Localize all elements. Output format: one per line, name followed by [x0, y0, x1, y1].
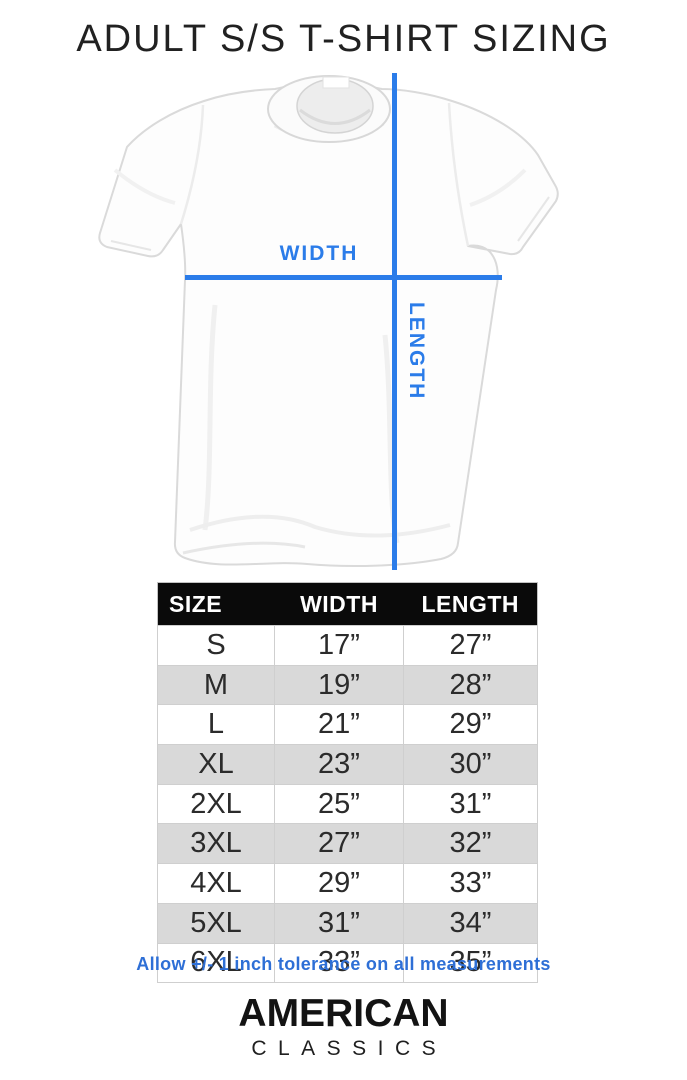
table-row: 6XL 33” 35”	[157, 942, 538, 984]
table-row: 4XL 29” 33”	[157, 863, 538, 904]
cell-length: 32”	[403, 823, 538, 865]
col-header-width: WIDTH	[274, 582, 404, 626]
cell-length: 30”	[403, 744, 538, 785]
tolerance-note: Allow +/- 1 inch tolerance on all measur…	[136, 954, 551, 974]
cell-length: 31”	[403, 783, 538, 825]
table-row: M 19” 28”	[157, 664, 538, 706]
tshirt-image	[98, 75, 559, 568]
table-row: L 21” 29”	[157, 704, 538, 746]
cell-length: 29”	[403, 704, 538, 746]
cell-size: 3XL	[157, 823, 275, 865]
page-title: ADULT S/S T-SHIRT SIZING	[76, 18, 611, 60]
cell-width: 31”	[274, 902, 404, 944]
cell-size: XL	[157, 744, 275, 785]
table-row: 5XL 31” 34”	[157, 902, 538, 944]
cell-width: 21”	[274, 704, 404, 746]
cell-length: 28”	[403, 664, 538, 706]
length-measure-line	[392, 73, 397, 570]
cell-length: 33”	[403, 863, 538, 904]
brand-subname: CLASSICS	[251, 1037, 448, 1060]
table-row: 3XL 27” 32”	[157, 823, 538, 865]
cell-width: 19”	[274, 664, 404, 706]
cell-size: 2XL	[157, 783, 275, 825]
cell-width: 27”	[274, 823, 404, 865]
brand-logo: AMERICAN CLASSICS	[0, 994, 687, 1061]
cell-width: 17”	[274, 625, 404, 666]
size-table-body: S 17” 27” M 19” 28” L 21” 29” XL 23” 30” 2XL 25” 31” 3X…	[157, 625, 538, 984]
cell-size: L	[157, 704, 275, 746]
cell-length: 35”	[403, 942, 538, 984]
cell-size: S	[157, 625, 275, 666]
length-label: LENGTH	[405, 302, 428, 401]
table-row: 2XL 25” 31”	[157, 783, 538, 825]
sizing-table-header: SIZE WIDTH LENGTH	[157, 582, 538, 626]
cell-length: 34”	[403, 902, 538, 944]
col-header-length: LENGTH	[403, 582, 538, 626]
sizing-table: SIZE WIDTH LENGTH S 17” 27” M 19” 28” L 21” 29” X…	[157, 582, 538, 984]
cell-size: 5XL	[157, 902, 275, 944]
cell-size: 6XL	[157, 942, 275, 984]
tshirt-diagram: WIDTH LENGTH	[0, 70, 687, 585]
width-label: WIDTH	[279, 242, 359, 265]
table-row: XL 23” 30”	[157, 744, 538, 785]
cell-size: 4XL	[157, 863, 275, 904]
cell-width: 29”	[274, 863, 404, 904]
cell-length: 27”	[403, 625, 538, 666]
width-measure-line	[185, 275, 502, 280]
cell-width: 25”	[274, 783, 404, 825]
brand-name: AMERICAN	[238, 992, 449, 1035]
col-header-size: SIZE	[157, 582, 275, 626]
cell-width: 23”	[274, 744, 404, 785]
cell-size: M	[157, 664, 275, 706]
table-row: S 17” 27”	[157, 625, 538, 666]
